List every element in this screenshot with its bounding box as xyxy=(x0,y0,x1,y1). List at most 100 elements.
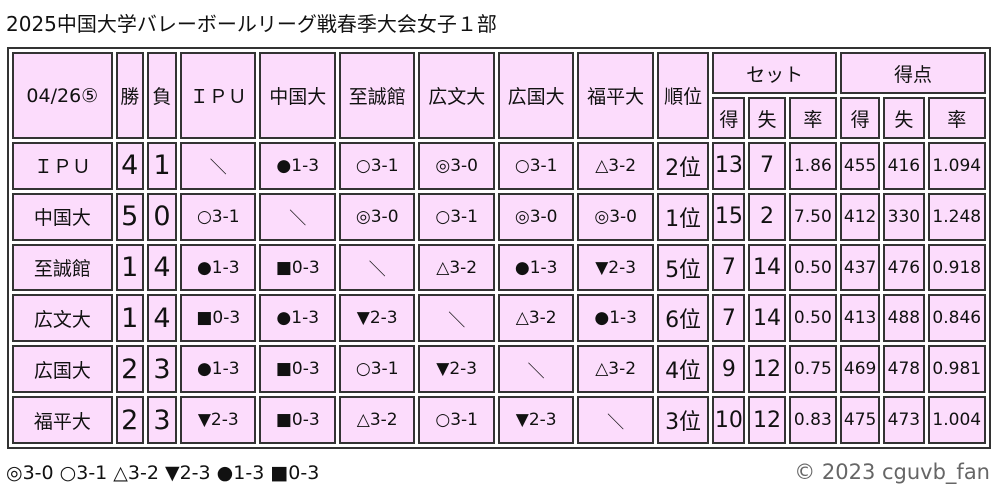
sets-lost: 14 xyxy=(748,294,786,343)
sets-ratio: 0.50 xyxy=(788,294,837,343)
header-wins: 勝 xyxy=(115,52,144,139)
match-result: ▼2-3 xyxy=(338,294,416,343)
match-result: ▼2-3 xyxy=(180,396,257,444)
points-lost: 416 xyxy=(883,142,925,190)
sets-won: 15 xyxy=(712,192,746,241)
match-result: △3-2 xyxy=(497,294,575,343)
points-ratio: 1.004 xyxy=(927,396,986,444)
match-result: ▼2-3 xyxy=(577,243,654,292)
match-result: ●1-3 xyxy=(577,294,654,343)
losses: 4 xyxy=(146,243,177,292)
match-result: ●1-3 xyxy=(180,345,257,394)
rank: 2位 xyxy=(656,142,710,190)
wins: 2 xyxy=(115,345,144,394)
sets-won: 9 xyxy=(712,345,746,394)
points-ratio: 1.248 xyxy=(927,192,986,241)
match-result: ○3-1 xyxy=(418,396,495,444)
wins: 4 xyxy=(115,142,144,190)
sets-won: 7 xyxy=(712,243,746,292)
match-result: ■0-3 xyxy=(180,294,257,343)
header-sets: セット xyxy=(712,52,837,94)
match-result: ○3-1 xyxy=(418,192,495,241)
team-name: 広文大 xyxy=(12,294,113,343)
match-result: ■0-3 xyxy=(259,345,336,394)
sets-won: 13 xyxy=(712,142,746,190)
match-result: ○3-1 xyxy=(497,142,575,190)
match-result: ◎3-0 xyxy=(497,192,575,241)
match-result: ●1-3 xyxy=(259,142,336,190)
team-name: 至誠館 xyxy=(12,243,113,292)
header-team: 福平大 xyxy=(577,52,654,139)
match-result: ■0-3 xyxy=(259,243,336,292)
losses: 3 xyxy=(146,396,177,444)
points-ratio: 0.981 xyxy=(927,345,986,394)
points-ratio: 0.846 xyxy=(927,294,986,343)
match-result: △3-2 xyxy=(577,345,654,394)
header-points: 得点 xyxy=(840,52,986,94)
table-row: 広国大 2 3 ●1-3 ■0-3 ○3-1 ▼2-3 ＼ △3-2 4位 9 12 0.75 469 47… xyxy=(12,345,986,394)
header-team: ＩＰＵ xyxy=(180,52,257,139)
points-won: 455 xyxy=(840,142,881,190)
legend: ◎3-0 ○3-1 △3-2 ▼2-3 ●1-3 ■0-3 xyxy=(6,462,320,484)
points-ratio: 1.094 xyxy=(927,142,986,190)
header-points-lost: 失 xyxy=(883,97,925,139)
header-team: 中国大 xyxy=(259,52,336,139)
points-lost: 488 xyxy=(883,294,925,343)
wins: 1 xyxy=(115,243,144,292)
losses: 0 xyxy=(146,192,177,241)
points-lost: 330 xyxy=(883,192,925,241)
points-ratio: 0.918 xyxy=(927,243,986,292)
header-sets-won: 得 xyxy=(712,97,746,139)
match-result: △3-2 xyxy=(418,243,495,292)
sets-won: 10 xyxy=(712,396,746,444)
match-result: ＼ xyxy=(338,243,416,292)
rank: 3位 xyxy=(656,396,710,444)
points-lost: 476 xyxy=(883,243,925,292)
match-result: ●1-3 xyxy=(497,243,575,292)
match-result: ◎3-0 xyxy=(577,192,654,241)
match-result: ○3-1 xyxy=(338,345,416,394)
points-won: 413 xyxy=(840,294,881,343)
table-row: 広文大 1 4 ■0-3 ●1-3 ▼2-3 ＼ △3-2 ●1-3 6位 7 14 0.50 413 48… xyxy=(12,294,986,343)
table-row: 中国大 5 0 ○3-1 ＼ ◎3-0 ○3-1 ◎3-0 ◎3-0 1位 15 2 7.50 412 33… xyxy=(12,192,986,241)
match-result: ＼ xyxy=(418,294,495,343)
match-result: ＼ xyxy=(577,396,654,444)
match-result: △3-2 xyxy=(338,396,416,444)
header-date: 04/26⑤ xyxy=(12,52,113,139)
losses: 3 xyxy=(146,345,177,394)
header-team: 広文大 xyxy=(418,52,495,139)
table-row: ＩＰＵ 4 1 ＼ ●1-3 ○3-1 ◎3-0 ○3-1 △3-2 2位 13 7 1.86 455 41… xyxy=(12,142,986,190)
match-result: ○3-1 xyxy=(180,192,257,241)
losses: 1 xyxy=(146,142,177,190)
sets-ratio: 1.86 xyxy=(788,142,837,190)
match-result: ▼2-3 xyxy=(418,345,495,394)
header-team: 広国大 xyxy=(497,52,575,139)
wins: 1 xyxy=(115,294,144,343)
page-title: 2025中国大学バレーボールリーグ戦春季大会女子１部 xyxy=(6,12,497,36)
header-sets-ratio: 率 xyxy=(788,97,837,139)
match-result: ▼2-3 xyxy=(497,396,575,444)
rank: 4位 xyxy=(656,345,710,394)
match-result: ＼ xyxy=(497,345,575,394)
rank: 1位 xyxy=(656,192,710,241)
header-sets-lost: 失 xyxy=(748,97,786,139)
match-result: ○3-1 xyxy=(338,142,416,190)
match-result: ●1-3 xyxy=(180,243,257,292)
sets-lost: 12 xyxy=(748,345,786,394)
points-won: 412 xyxy=(840,192,881,241)
table-row: 至誠館 1 4 ●1-3 ■0-3 ＼ △3-2 ●1-3 ▼2-3 5位 7 14 0.50 437 47… xyxy=(12,243,986,292)
match-result: ■0-3 xyxy=(259,396,336,444)
header-points-won: 得 xyxy=(840,97,881,139)
rank: 6位 xyxy=(656,294,710,343)
sets-lost: 12 xyxy=(748,396,786,444)
sets-lost: 2 xyxy=(748,192,786,241)
sets-lost: 14 xyxy=(748,243,786,292)
team-name: 中国大 xyxy=(12,192,113,241)
sets-ratio: 0.83 xyxy=(788,396,837,444)
standings-table: 04/26⑤ 勝 負 ＩＰＵ 中国大 至誠館 広文大 広国大 福平大 順位 セッ… xyxy=(7,47,991,449)
team-name: 広国大 xyxy=(12,345,113,394)
header-points-ratio: 率 xyxy=(927,97,986,139)
match-result: ＼ xyxy=(259,192,336,241)
team-name: 福平大 xyxy=(12,396,113,444)
points-won: 469 xyxy=(840,345,881,394)
